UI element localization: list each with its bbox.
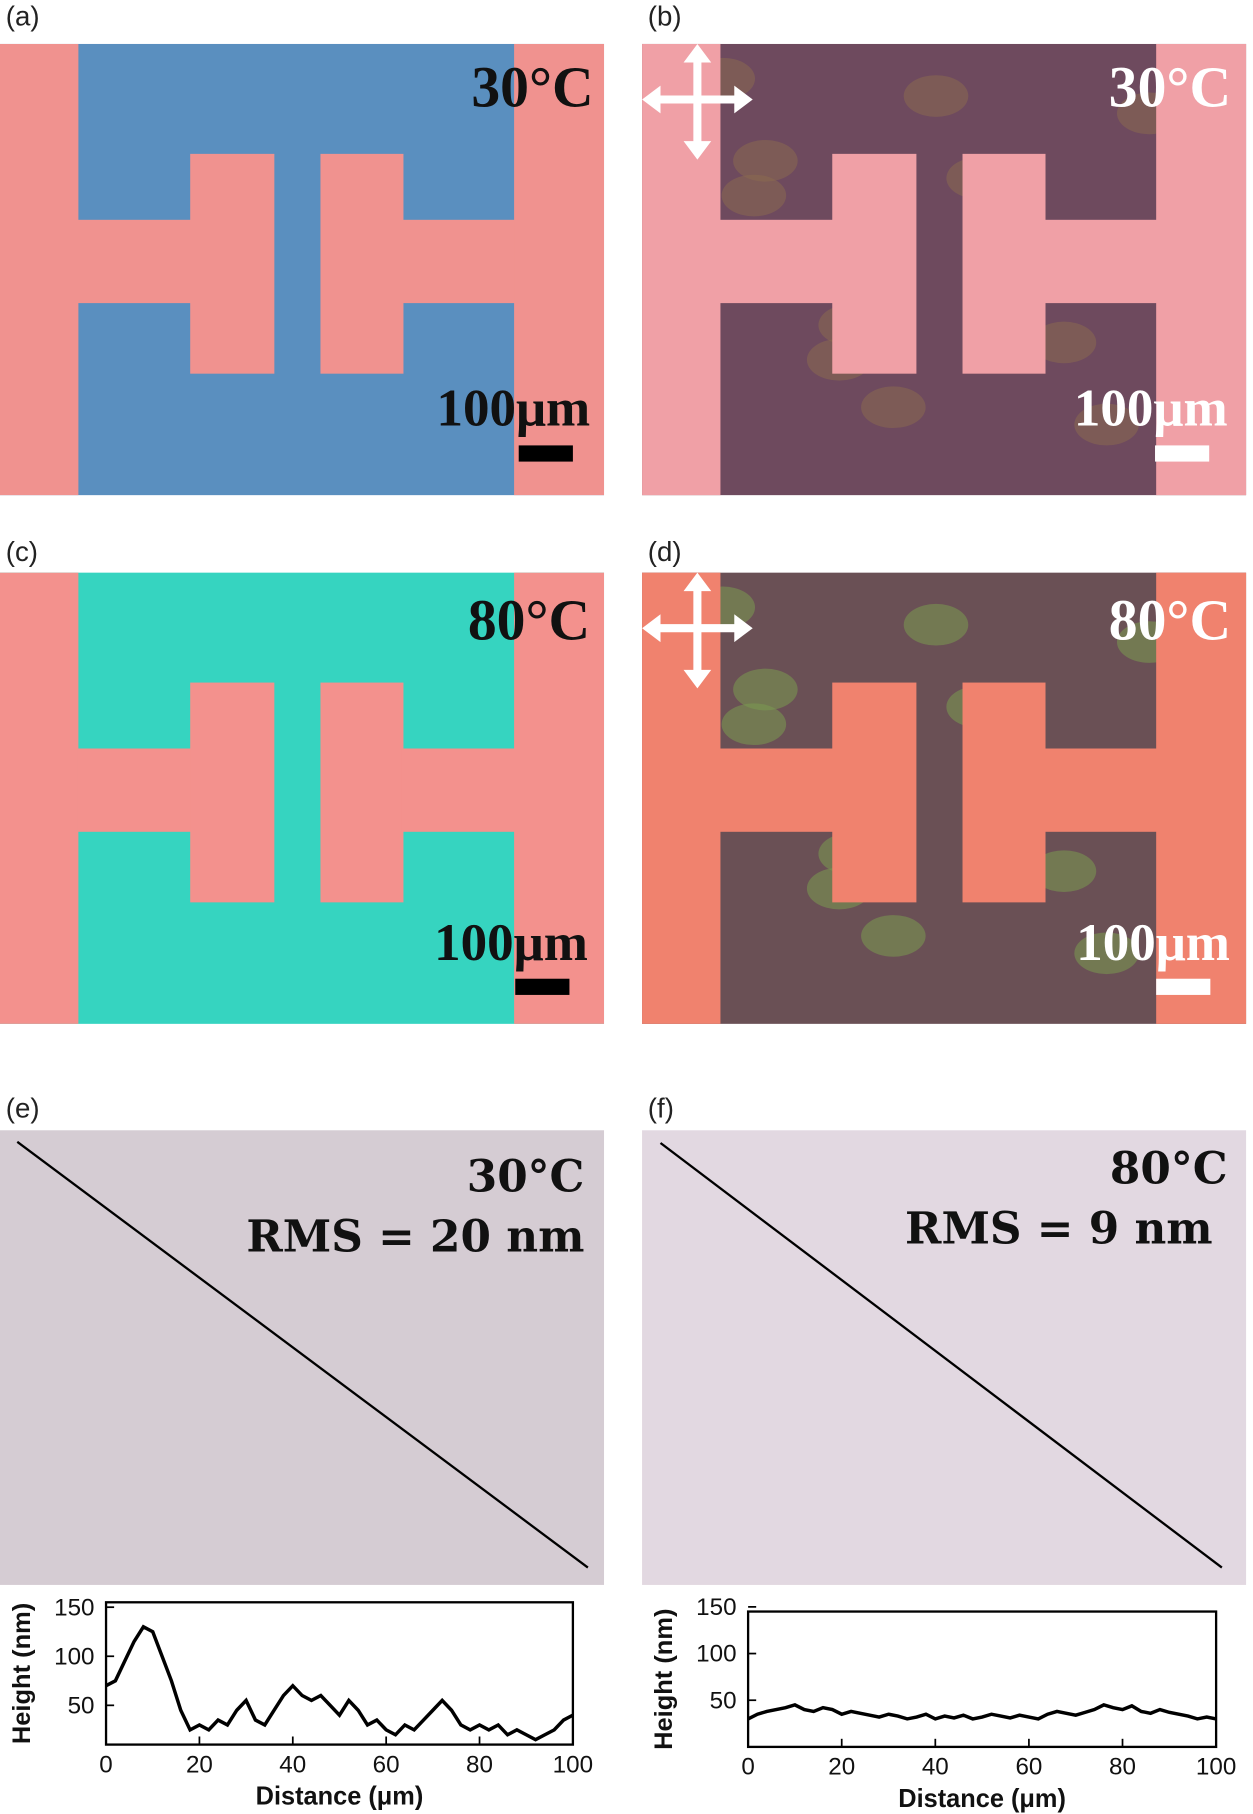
micrograph — [0, 43, 605, 496]
electrode — [77, 748, 193, 832]
x-axis-title: Distance (μm) — [256, 1783, 424, 1811]
y-axis-title: Height (nm) — [8, 1603, 36, 1744]
scale-bar — [515, 978, 570, 995]
electrode — [514, 43, 605, 496]
electrode — [401, 748, 517, 832]
y-tick-label: 150 — [54, 1594, 94, 1621]
panel-label: (c) — [6, 536, 38, 567]
electrode — [719, 748, 835, 832]
x-tick-label: 0 — [99, 1751, 112, 1778]
scale-bar — [518, 445, 573, 462]
electrode — [832, 153, 917, 374]
temperature: 80°C — [468, 590, 590, 653]
profiles: 0 20 40 60 80 100 50 100 150 Distance (μm) Height … — [8, 1594, 1236, 1813]
scale-bar-label: 100μm — [436, 380, 590, 438]
electrode — [962, 682, 1046, 903]
scale-bar — [1155, 445, 1210, 462]
scale-bar-label: 100μm — [1074, 380, 1228, 438]
electrode — [642, 43, 721, 496]
electrode — [1156, 572, 1247, 1024]
polarizer-cross — [653, 57, 742, 146]
x-tick-label: 80 — [1109, 1754, 1136, 1781]
x-tick-label: 60 — [373, 1751, 400, 1778]
height-profile — [747, 1703, 1217, 1721]
panel-label: (e) — [6, 1093, 40, 1124]
texture — [1031, 321, 1097, 364]
x-tick-label: 100 — [553, 1751, 593, 1778]
scale-bar — [1156, 978, 1211, 995]
texture — [903, 75, 969, 117]
x-tick-label: 0 — [741, 1754, 754, 1781]
electrode — [320, 682, 404, 903]
x-tick-label: 20 — [186, 1751, 213, 1778]
scale-bar-label: 100μm — [1076, 914, 1230, 972]
polarizer-cross — [653, 586, 742, 675]
micrograph — [642, 572, 1247, 1024]
micrograph — [0, 572, 605, 1024]
rms: RMS = 9 nm — [905, 1204, 1213, 1255]
temperature: 30°C — [1109, 56, 1231, 119]
texture — [721, 703, 787, 746]
electrode — [190, 153, 275, 374]
x-tick-label: 80 — [466, 1751, 493, 1778]
y-tick-label: 150 — [696, 1594, 736, 1621]
electrode — [1043, 219, 1159, 304]
rms: RMS = 20 nm — [246, 1212, 584, 1263]
scan-line — [16, 1140, 589, 1569]
plot-frame — [746, 1610, 1218, 1749]
texture — [721, 174, 787, 217]
electrode — [832, 682, 917, 903]
electrode — [514, 572, 605, 1024]
x-axis-title: Distance (μm) — [898, 1785, 1066, 1813]
plot-frame — [104, 1601, 575, 1746]
electrode — [320, 153, 404, 374]
texture — [733, 668, 798, 711]
y-tick-label: 50 — [68, 1692, 95, 1719]
electrode — [1156, 43, 1247, 496]
micrographs — [0, 43, 1247, 1585]
temperature: 80°C — [1109, 590, 1231, 653]
texture — [1074, 403, 1139, 446]
texture — [733, 139, 798, 182]
y-tick-label: 100 — [696, 1641, 736, 1668]
electrode — [0, 43, 79, 496]
electrode — [77, 219, 193, 304]
temperature: 30°C — [467, 1152, 585, 1203]
texture — [861, 915, 926, 957]
electrode — [719, 219, 835, 304]
electrode — [642, 572, 721, 1024]
afm-image — [0, 1130, 605, 1585]
y-axis-title: Height (nm) — [650, 1609, 678, 1750]
texture — [1074, 932, 1139, 975]
temperature: 80°C — [1110, 1143, 1228, 1194]
panel-label: (f) — [648, 1093, 674, 1124]
micrograph — [642, 43, 1247, 496]
panel-label: (a) — [6, 0, 40, 31]
panel-label: (d) — [648, 536, 682, 567]
y-tick-label: 100 — [54, 1643, 94, 1670]
y-tick-label: 50 — [710, 1687, 737, 1714]
x-tick-label: 60 — [1015, 1754, 1042, 1781]
electrode — [1043, 748, 1159, 832]
temperature: 30°C — [471, 56, 593, 119]
scan-line — [659, 1142, 1223, 1569]
texture — [903, 603, 969, 646]
x-tick-label: 20 — [828, 1754, 855, 1781]
panel-label: (b) — [648, 0, 682, 31]
texture — [1031, 850, 1097, 892]
texture — [861, 386, 926, 429]
electrode — [401, 219, 517, 304]
electrode — [0, 572, 79, 1024]
electrode — [962, 153, 1046, 374]
height-profile — [105, 1624, 574, 1742]
scale-bar-label: 100μm — [434, 914, 588, 972]
electrode — [190, 682, 275, 903]
x-tick-label: 40 — [279, 1751, 306, 1778]
x-tick-label: 40 — [922, 1754, 949, 1781]
x-tick-label: 100 — [1196, 1754, 1236, 1781]
